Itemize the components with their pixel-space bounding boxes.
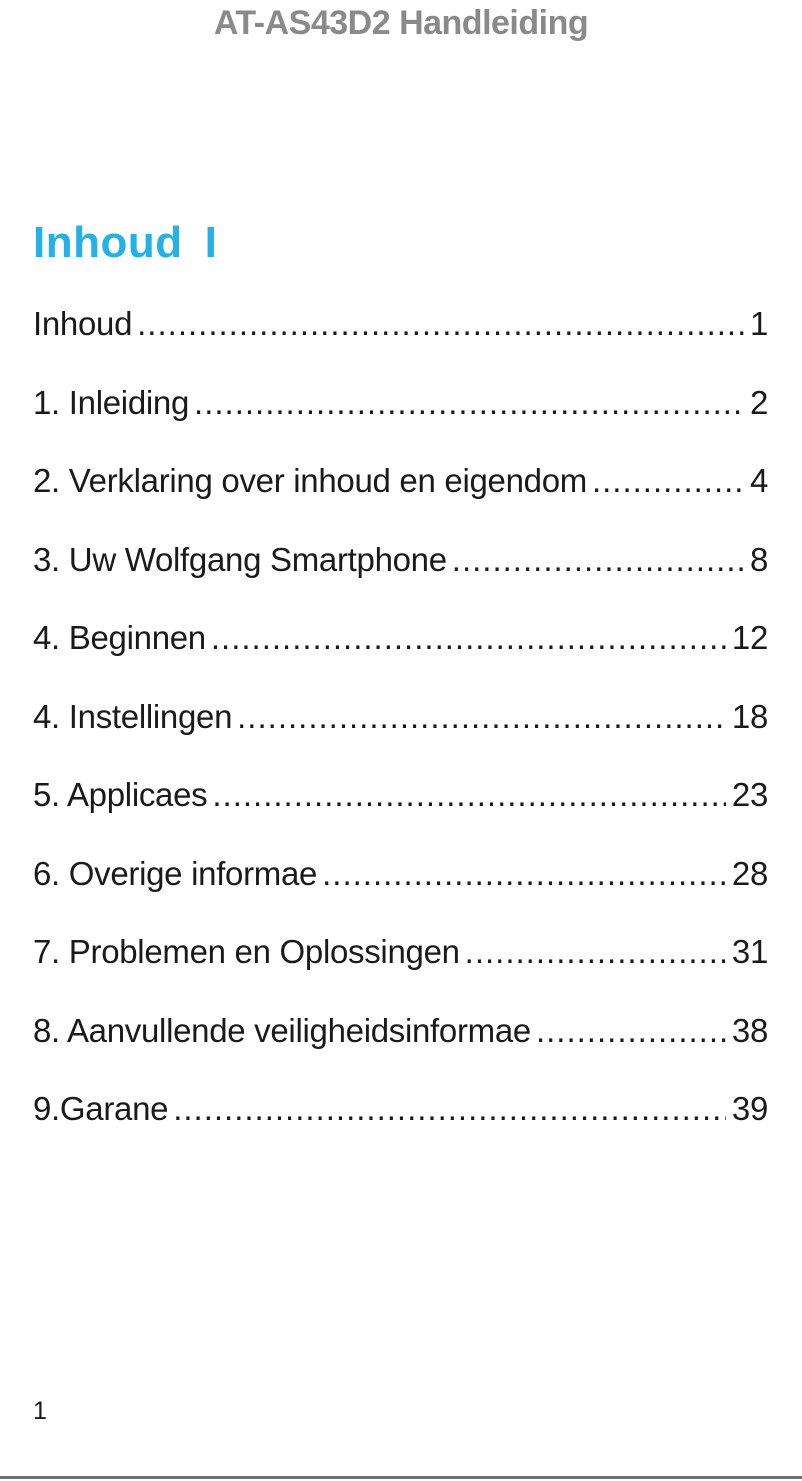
toc-leader-dots: ........................................… xyxy=(535,1011,726,1049)
toc-leader-dots: ........................................… xyxy=(173,1090,726,1127)
toc-leader-dots: ........................................… xyxy=(591,462,744,499)
toc-entry-page: 18 xyxy=(731,697,768,735)
toc-list: Inhoud..................................… xyxy=(33,285,768,1149)
toc-entry-title: 5. Applicaes xyxy=(33,776,208,813)
toc-leader-dots: ........................................… xyxy=(451,540,744,578)
toc-entry-page: 28 xyxy=(731,854,768,892)
toc-row: 5. Applicaes............................… xyxy=(33,756,768,835)
toc-row: 2. Verklaring over inhoud en eigendom...… xyxy=(33,442,768,521)
toc-entry-page: 1 xyxy=(749,305,768,342)
toc-entry-page: 4 xyxy=(749,462,768,499)
toc-heading-text: Inhoud xyxy=(33,218,183,267)
toc-leader-dots: ........................................… xyxy=(212,776,726,813)
toc-leader-dots: ........................................… xyxy=(464,933,726,970)
toc-entry-title: 4. Instellingen xyxy=(33,697,233,735)
toc-entry-title: 4. Beginnen xyxy=(33,619,206,656)
toc-row: 6. Overige informae.....................… xyxy=(33,835,768,914)
toc-entry-title: 7. Problemen en Oplossingen xyxy=(33,933,460,970)
toc-entry-page: 39 xyxy=(731,1090,768,1127)
toc-leader-dots: ........................................… xyxy=(322,854,726,892)
toc-entry-title: 2. Verklaring over inhoud en eigendom xyxy=(33,462,587,499)
toc-heading: Inhoud I xyxy=(33,218,217,268)
toc-row: 1. Inleiding............................… xyxy=(33,364,768,443)
page-number: 1 xyxy=(33,1397,47,1425)
toc-entry-page: 12 xyxy=(731,619,768,656)
toc-entry-title: 3. Uw Wolfgang Smartphone xyxy=(33,540,447,578)
toc-row: 8. Aanvullende veiligheidsinformae......… xyxy=(33,992,768,1071)
toc-row: 7. Problemen en Oplossingen.............… xyxy=(33,913,768,992)
toc-row: 9.Garane................................… xyxy=(33,1070,768,1149)
toc-leader-dots: ........................................… xyxy=(210,619,726,656)
toc-row: 4. Instellingen.........................… xyxy=(33,678,768,757)
toc-entry-title: 8. Aanvullende veiligheidsinformae xyxy=(33,1011,531,1049)
toc-entry-title: 1. Inleiding xyxy=(33,383,190,421)
toc-row: Inhoud..................................… xyxy=(33,285,768,364)
toc-entry-page: 38 xyxy=(731,1011,768,1049)
toc-row: 4. Beginnen.............................… xyxy=(33,599,768,678)
toc-heading-suffix: I xyxy=(204,218,218,267)
toc-row: 3. Uw Wolfgang Smartphone...............… xyxy=(33,521,768,600)
toc-entry-page: 31 xyxy=(731,933,768,970)
bottom-divider xyxy=(0,1476,802,1479)
toc-entry-page: 8 xyxy=(749,540,768,578)
document-title: AT-AS43D2 Handleiding xyxy=(213,4,589,42)
toc-leader-dots: ........................................… xyxy=(194,383,744,421)
toc-entry-title: Inhoud xyxy=(33,305,133,342)
toc-leader-dots: ........................................… xyxy=(237,697,726,735)
toc-leader-dots: ........................................… xyxy=(137,305,744,342)
toc-entry-title: 6. Overige informae xyxy=(33,854,318,892)
toc-entry-page: 23 xyxy=(731,776,768,813)
toc-entry-title: 9.Garane xyxy=(33,1090,169,1127)
toc-entry-page: 2 xyxy=(749,383,768,421)
